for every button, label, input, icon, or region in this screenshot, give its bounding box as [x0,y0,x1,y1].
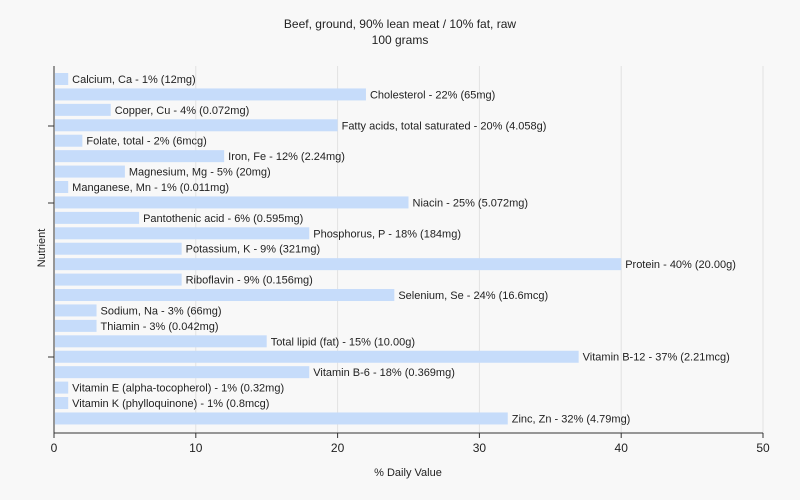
bar [55,73,69,85]
bar-label: Potassium, K - 9% (321mg) [186,244,321,256]
bar [55,150,225,163]
bar [55,319,97,332]
bar [55,273,182,286]
bar-label: Manganese, Mn - 1% (0.011mg) [72,182,229,194]
bar-label: Phosphorus, P - 18% (184mg) [313,228,461,240]
bar [55,165,125,178]
x-tick-label: 20 [331,441,345,455]
bar [55,289,395,302]
x-tick-label: 10 [189,441,203,455]
x-tick-label: 30 [473,441,487,455]
x-axis-ticks: 0 10 20 30 40 50 [51,433,770,455]
chart-title: Beef, ground, 90% lean meat / 10% fat, r… [284,17,516,31]
bar-label: Fatty acids, total saturated - 20% (4.05… [342,120,547,132]
bar-label: Iron, Fe - 12% (2.24mg) [228,151,345,163]
bar [55,211,140,224]
x-tick-label: 50 [756,441,770,455]
bar [55,196,409,209]
bar-label: Folate, total - 2% (6mcg) [86,136,206,148]
bar [55,88,366,101]
bar [55,134,83,147]
chart-subtitle: 100 grams [372,33,429,47]
bar-label: Vitamin B-12 - 37% (2.21mcg) [583,352,730,364]
bar [55,412,508,425]
bar-label: Total lipid (fat) - 15% (10.00g) [271,336,415,348]
bar-label: Thiamin - 3% (0.042mg) [101,321,219,333]
bars [55,73,622,425]
bar-label: Calcium, Ca - 1% (12mg) [72,74,195,86]
bar-label: Riboflavin - 9% (0.156mg) [186,275,313,287]
bar-label: Copper, Cu - 4% (0.072mg) [115,105,250,117]
bar-label: Protein - 40% (20.00g) [625,259,736,271]
x-tick-label: 40 [615,441,629,455]
bar-label: Selenium, Se - 24% (16.6mcg) [398,290,548,302]
bar-label: Vitamin E (alpha-tocopherol) - 1% (0.32m… [72,383,284,395]
bar-labels: Calcium, Ca - 1% (12mg) Cholesterol - 22%… [72,74,736,425]
bar-label: Vitamin K (phylloquinone) - 1% (0.8mcg) [72,398,269,410]
bar [55,242,182,255]
bar [55,258,622,271]
bar [55,397,69,410]
bar [55,381,69,394]
bar [55,350,579,363]
bar-label: Pantothenic acid - 6% (0.595mg) [143,213,303,225]
bar [55,103,111,116]
bar [55,119,338,132]
axes [48,66,763,434]
bar [55,366,310,379]
bar [55,335,267,348]
bar [55,181,69,194]
bar-label: Cholesterol - 22% (65mg) [370,89,495,101]
x-axis-label: % Daily Value [374,467,442,479]
bar-label: Niacin - 25% (5.072mg) [413,197,529,209]
bar [55,227,310,240]
bar-label: Vitamin B-6 - 18% (0.369mg) [313,367,455,379]
bar-label: Magnesium, Mg - 5% (20mg) [129,167,271,179]
bar [55,304,97,317]
y-axis-label: Nutrient [36,229,48,268]
bar-label: Zinc, Zn - 32% (4.79mg) [512,413,631,425]
bar-label: Sodium, Na - 3% (66mg) [101,305,222,317]
x-tick-label: 0 [51,441,58,455]
